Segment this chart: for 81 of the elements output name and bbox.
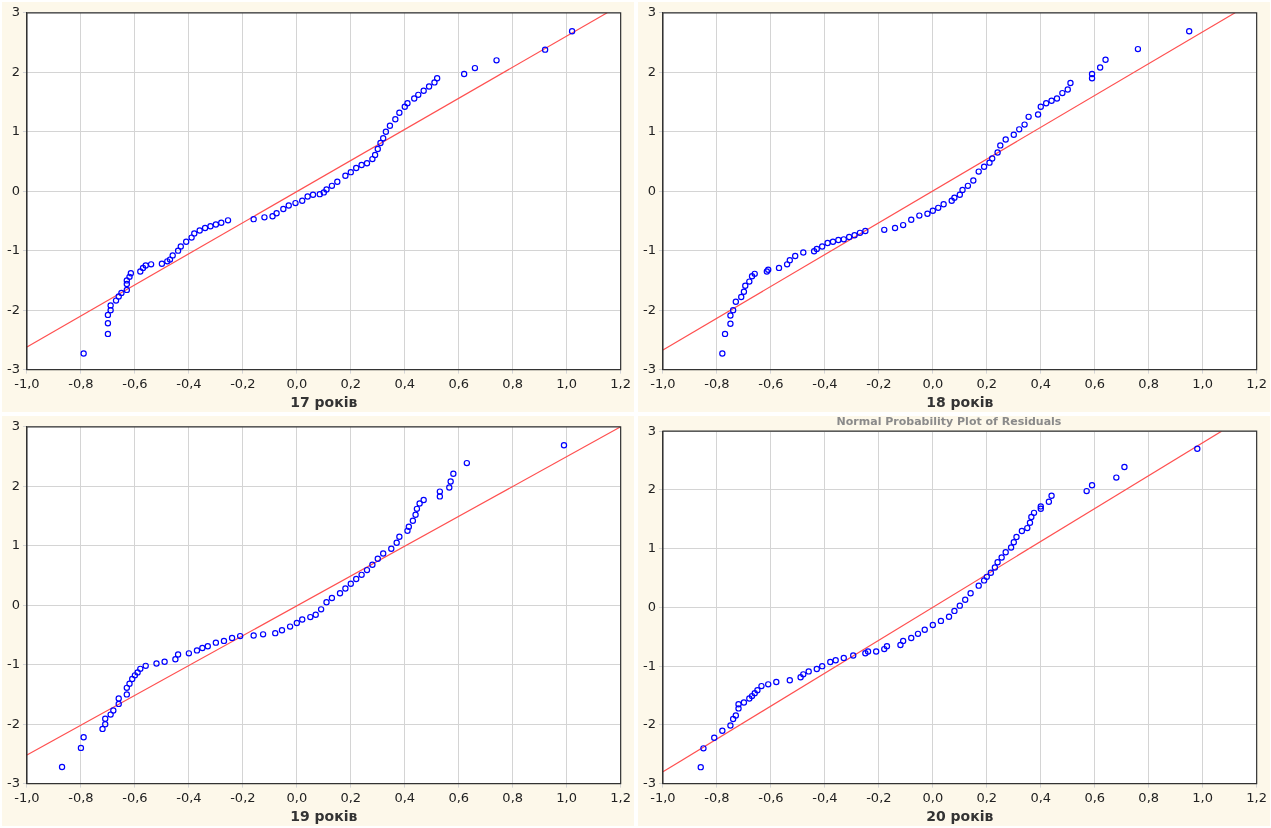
y-tick-label: 0 [647,598,656,614]
x-tick-label: 0,6 [448,375,470,391]
y-tick-label: 0 [11,182,20,198]
y-tick-label: -2 [6,301,20,317]
y-tick-label: -1 [642,242,656,258]
x-tick-label: 1,2 [1246,375,1268,391]
chart-title: Normal Probability Plot of Residuals [836,415,1062,429]
x-axis-title: 18 років [926,394,994,411]
x-tick-label: 1,2 [610,375,632,391]
x-tick-label: 0,8 [1138,789,1160,805]
y-tick-label: 1 [11,123,20,139]
y-tick-label: -2 [642,716,656,732]
y-tick-label: 2 [11,477,20,493]
x-tick-label: -0,8 [68,375,94,391]
y-tick-label: -1 [6,656,20,672]
x-tick-label: 1,2 [1246,789,1268,805]
x-tick-label: -1,0 [14,789,40,805]
x-axis-title: 20 років [926,808,994,825]
y-tick-label: -3 [6,360,20,376]
x-axis-title: 19 років [290,808,358,825]
x-tick-label: -0,6 [758,375,784,391]
x-tick-label: -0,6 [758,789,784,805]
x-tick-label: -0,2 [866,789,892,805]
x-tick-label: -0,4 [812,789,838,805]
x-tick-label: 0,6 [1084,375,1106,391]
y-tick-label: -3 [642,360,656,376]
x-tick-label: 0,0 [922,375,944,391]
y-tick-label: -1 [6,242,20,258]
x-tick-label: 0,4 [394,375,416,391]
x-tick-label: 0,4 [1030,789,1052,805]
x-tick-label: 0,2 [340,375,362,391]
x-tick-label: 0,8 [1138,375,1160,391]
y-tick-label: 3 [11,418,20,434]
y-tick-label: 0 [647,182,656,198]
x-tick-label: 0,2 [340,789,362,805]
y-tick-label: 1 [647,540,656,556]
x-tick-label: 0,8 [502,789,524,805]
y-tick-label: 2 [647,63,656,79]
y-tick-label: 2 [11,63,20,79]
y-tick-label: 3 [647,4,656,20]
x-tick-label: -0,2 [230,375,256,391]
x-tick-label: -0,4 [176,789,202,805]
x-tick-label: 1,0 [1192,375,1214,391]
x-tick-label: -1,0 [650,789,676,805]
y-tick-label: 0 [11,596,20,612]
x-tick-label: 0,6 [1084,789,1106,805]
x-tick-label: 0,2 [976,375,998,391]
x-tick-label: 0,0 [922,789,944,805]
x-tick-label: 0,8 [502,375,524,391]
y-tick-label: -3 [6,774,20,790]
x-tick-label: -0,8 [68,789,94,805]
y-tick-label: 2 [647,481,656,497]
x-tick-label: -0,6 [122,375,148,391]
y-tick-label: 1 [11,537,20,553]
x-tick-label: 1,0 [556,789,578,805]
x-axis-title: 17 років [290,394,358,411]
y-tick-label: -3 [642,774,656,790]
y-tick-label: -1 [642,657,656,673]
x-tick-label: 1,0 [1192,789,1214,805]
x-tick-label: 0,4 [1030,375,1052,391]
x-tick-label: 0,4 [394,789,416,805]
x-tick-label: -1,0 [14,375,40,391]
x-tick-label: 0,0 [286,375,308,391]
y-tick-label: 1 [647,123,656,139]
x-tick-label: 0,2 [976,789,998,805]
x-tick-label: -0,8 [704,789,730,805]
x-tick-label: 1,0 [556,375,578,391]
x-tick-label: -0,2 [866,375,892,391]
x-tick-label: -0,8 [704,375,730,391]
x-tick-label: 0,6 [448,789,470,805]
y-tick-label: 3 [647,422,656,438]
y-tick-label: -2 [6,715,20,731]
y-tick-label: -2 [642,301,656,317]
x-tick-label: -0,4 [176,375,202,391]
x-tick-label: 1,2 [610,789,632,805]
x-tick-label: -0,6 [122,789,148,805]
x-tick-label: 0,0 [286,789,308,805]
x-tick-label: -1,0 [650,375,676,391]
y-tick-label: 3 [11,4,20,20]
x-tick-label: -0,4 [812,375,838,391]
x-tick-label: -0,2 [230,789,256,805]
